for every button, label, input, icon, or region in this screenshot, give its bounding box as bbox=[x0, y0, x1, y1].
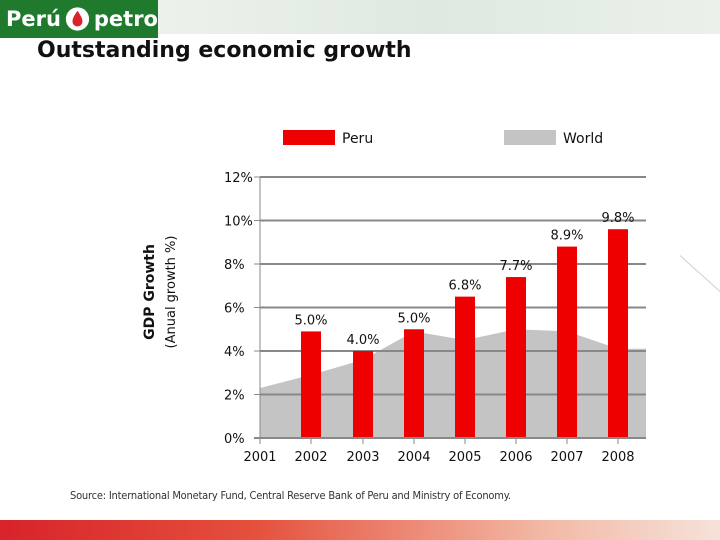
data-label-2005: 6.8% bbox=[448, 279, 481, 294]
y-tick-label: 8% bbox=[224, 258, 245, 273]
logo-text-right: petro bbox=[93, 7, 158, 31]
bar-peru-2002 bbox=[301, 331, 321, 438]
bar-peru-2008 bbox=[608, 229, 628, 438]
bar-peru-2004 bbox=[404, 329, 424, 438]
x-tick-label: 2004 bbox=[397, 450, 430, 465]
x-tick-label: 2008 bbox=[601, 450, 634, 465]
logo-drop-icon bbox=[65, 7, 90, 31]
data-label-2006: 7.7% bbox=[499, 259, 532, 274]
x-tick-label: 2006 bbox=[499, 450, 532, 465]
chart-card bbox=[30, 76, 720, 520]
y-axis-title: GDP Growth bbox=[142, 244, 158, 340]
page-title: Outstanding economic growth bbox=[37, 38, 412, 63]
legend-label-peru: Peru bbox=[342, 131, 373, 147]
x-tick-label: 2002 bbox=[294, 450, 327, 465]
chart-legend: Peru World bbox=[283, 130, 603, 147]
x-tick-label: 2001 bbox=[243, 450, 276, 465]
data-label-2002: 5.0% bbox=[294, 313, 327, 328]
brand-logo: Perú petro bbox=[0, 0, 158, 38]
y-tick-label: 2% bbox=[224, 389, 245, 404]
bar-peru-2007 bbox=[557, 246, 577, 438]
legend-swatch-peru bbox=[283, 130, 335, 145]
source-note: Source: International Monetary Fund, Cen… bbox=[70, 489, 511, 502]
legend-label-world: World bbox=[563, 131, 603, 147]
y-tick-label: 6% bbox=[224, 302, 245, 317]
data-label-2003: 4.0% bbox=[346, 333, 379, 348]
bar-peru-2005 bbox=[455, 296, 475, 438]
data-label-2008: 9.8% bbox=[601, 211, 634, 226]
y-axis-subtitle: (Anual growth %) bbox=[164, 236, 179, 349]
data-label-2004: 5.0% bbox=[397, 311, 430, 326]
y-tick-label: 4% bbox=[224, 345, 245, 360]
bar-peru-2003 bbox=[353, 351, 373, 438]
y-tick-label: 10% bbox=[224, 215, 253, 230]
logo-text-left: Perú bbox=[6, 7, 61, 31]
legend-swatch-world bbox=[504, 130, 556, 145]
x-tick-label: 2003 bbox=[346, 450, 379, 465]
x-tick-label: 2007 bbox=[550, 450, 583, 465]
y-tick-label: 12% bbox=[224, 171, 253, 186]
y-tick-label: 0% bbox=[224, 432, 245, 447]
footer-band bbox=[0, 520, 720, 540]
x-tick-label: 2005 bbox=[448, 450, 481, 465]
data-label-2007: 8.9% bbox=[550, 229, 583, 244]
bar-peru-2006 bbox=[506, 277, 526, 438]
